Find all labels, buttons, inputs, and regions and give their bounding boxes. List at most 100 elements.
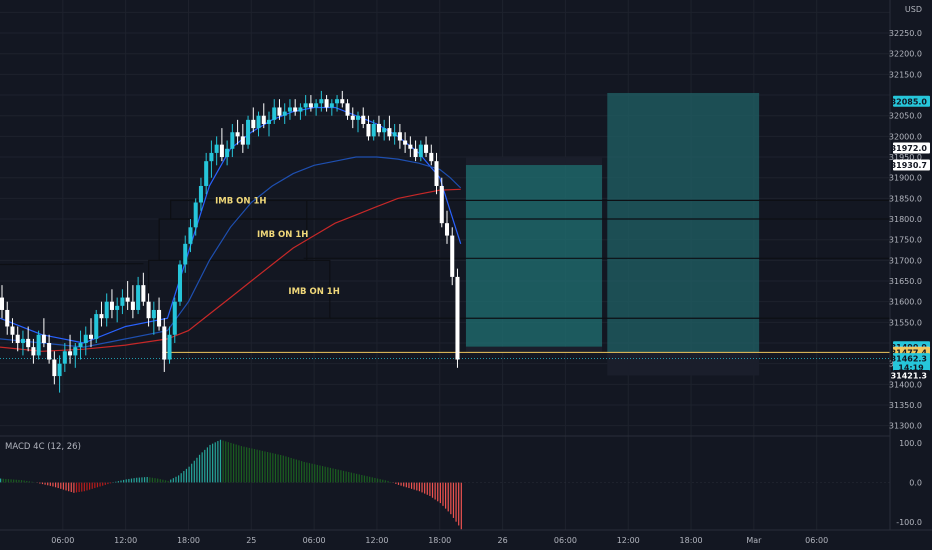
price-badge-bg [893,353,930,374]
candle-body [225,148,230,158]
macd-bar [7,479,10,483]
candle [136,276,141,315]
price-tick-label: 31700.0 [889,256,922,265]
macd-bar [102,482,104,486]
candle [31,338,36,364]
candle-body [130,301,135,310]
candle [52,351,57,385]
candle [167,326,172,364]
macd-bar [75,482,78,493]
candle [450,227,455,286]
candle-body [272,107,277,120]
zone-target-box-1 [465,165,603,347]
candle [240,123,245,153]
macd-pane: MACD 4C (12, 26) [0,439,890,530]
macd-bar [246,447,248,483]
macd-bar [458,482,460,526]
macd-bar [107,482,109,485]
position-zones[interactable] [465,92,760,376]
candle [439,177,444,228]
candle-body [57,363,62,377]
macd-bar [83,482,85,492]
macd-bar [89,482,91,490]
imb-annotation: IMB ON 1H [288,287,339,297]
macd-bar [5,478,7,483]
candle [15,326,20,352]
candle-body [94,314,99,339]
candle-body [261,115,266,124]
macd-bar [374,477,376,483]
price-tick-label: 31350.0 [889,401,922,410]
candle-body [20,338,25,344]
macd-bar [44,482,46,485]
candle-body [125,297,130,302]
candle [397,123,402,149]
macd-tick-label: -100.0 [896,518,922,527]
candle-body [418,144,423,158]
candle [209,140,214,178]
price-badge-label: 31462.3 [891,355,927,364]
candle-body [88,334,94,339]
macd-bar [287,457,290,483]
macd-bar [369,476,371,483]
candle [314,99,319,116]
candle-body [355,115,361,120]
candle-body [350,115,355,120]
macd-bar [387,480,389,483]
macd-bar [81,482,83,492]
candle-body [136,285,141,310]
candle [251,107,256,133]
macd-bar [154,478,156,483]
candle [146,293,151,327]
candle [183,235,188,273]
candle [408,136,413,158]
macd-bar [20,480,23,483]
candle [162,318,167,372]
macd-bar [342,470,345,483]
candle [413,140,418,162]
macd-bar [104,482,106,485]
macd-bar [264,451,266,483]
price-tick-label: 31600.0 [889,298,922,307]
candle-body [235,132,240,137]
macd-title: MACD 4C (12, 26) [5,442,81,452]
macd-tick-label: 0.0 [909,479,922,488]
level-line [0,263,144,266]
candle [298,103,303,120]
macd-bar [28,481,30,483]
horizontal-levels[interactable] [0,199,890,359]
price-tick-label: 31850.0 [889,194,922,203]
time-tick-label: 18:00 [177,536,200,545]
macd-bar [193,460,195,483]
candle [308,95,313,112]
macd-bar [57,482,59,489]
macd-bar [311,463,313,483]
candle-body [198,185,203,203]
candle [444,210,450,244]
candle [272,99,277,124]
candle-body [26,338,31,348]
time-tick-label: Mar [746,536,762,545]
macd-bar [308,463,311,483]
candle-body [62,351,67,364]
time-axis[interactable]: 06:00 12:00 18:00 25 06:00 12:00 18:00 26 06:00 1… [51,536,828,545]
macd-bar [141,477,143,483]
candle [94,309,99,344]
macd-bar [353,473,355,483]
macd-bar [143,477,146,483]
macd-bar [185,468,188,483]
macd-bar [128,478,130,483]
candle [5,301,10,335]
macd-bar [133,478,135,483]
macd-bar [204,449,206,483]
time-tick-label: 26 [497,536,507,545]
macd-bar [136,477,138,483]
macd-bar [413,482,415,490]
macd-bar [219,439,222,483]
macd-bar [170,479,172,483]
macd-bar [410,482,413,489]
macd-bar [212,443,214,483]
price-badge: 31930.7 [891,159,930,171]
candle [429,144,434,166]
